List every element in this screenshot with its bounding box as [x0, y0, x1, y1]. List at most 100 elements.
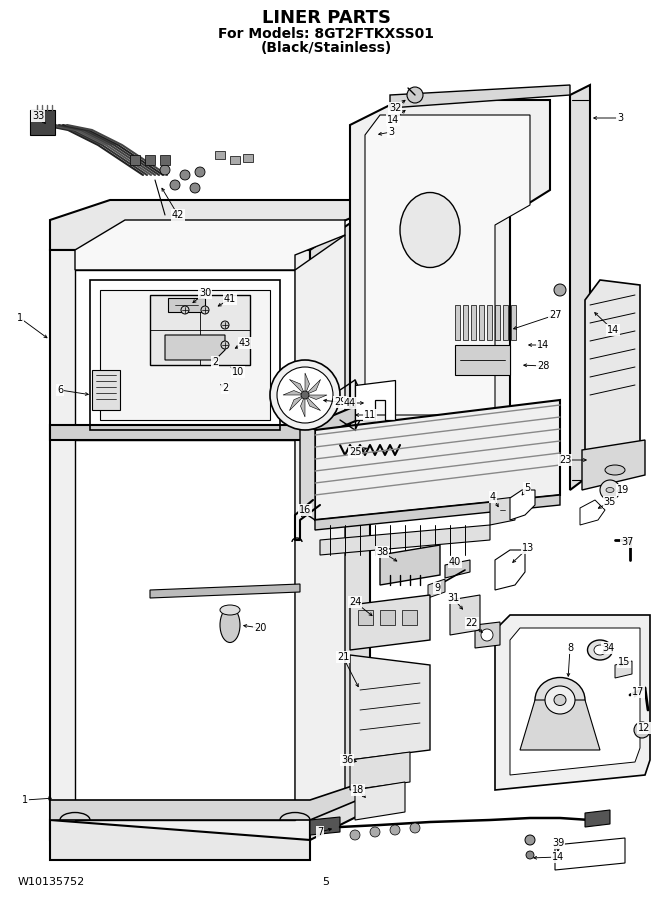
Polygon shape [510, 490, 535, 520]
Text: 2: 2 [212, 357, 218, 367]
Text: 28: 28 [537, 361, 549, 371]
Polygon shape [355, 380, 395, 420]
Polygon shape [305, 395, 321, 410]
Text: 12: 12 [638, 723, 650, 733]
Circle shape [350, 830, 360, 840]
Ellipse shape [220, 608, 240, 643]
Circle shape [481, 629, 493, 641]
Text: 35: 35 [604, 497, 616, 507]
Text: For Models: 8GT2FTKXSS01: For Models: 8GT2FTKXSS01 [218, 27, 434, 41]
Polygon shape [50, 400, 370, 440]
Text: 39: 39 [552, 838, 564, 848]
Circle shape [195, 167, 205, 177]
Polygon shape [555, 838, 625, 870]
Text: 5: 5 [323, 877, 329, 887]
Polygon shape [585, 280, 640, 480]
Polygon shape [100, 290, 270, 420]
Text: 9: 9 [434, 583, 440, 593]
Polygon shape [390, 85, 570, 108]
Ellipse shape [220, 605, 240, 615]
Polygon shape [92, 370, 120, 410]
Polygon shape [585, 810, 610, 827]
Text: 4: 4 [490, 492, 496, 502]
Text: 1: 1 [22, 795, 28, 805]
Text: 42: 42 [172, 210, 184, 220]
Polygon shape [475, 622, 500, 648]
Text: 2: 2 [222, 383, 228, 393]
Polygon shape [289, 380, 305, 395]
Polygon shape [380, 545, 440, 585]
Text: 3: 3 [388, 127, 394, 137]
Text: 5: 5 [524, 483, 530, 493]
Text: 37: 37 [621, 537, 633, 547]
Polygon shape [479, 305, 484, 340]
Polygon shape [455, 345, 510, 375]
Ellipse shape [545, 686, 575, 714]
Circle shape [600, 480, 620, 500]
Text: 31: 31 [447, 593, 459, 603]
Polygon shape [145, 155, 155, 165]
Polygon shape [283, 391, 305, 395]
Polygon shape [310, 817, 340, 835]
Polygon shape [289, 395, 305, 410]
Polygon shape [320, 525, 490, 555]
Polygon shape [160, 155, 170, 165]
Polygon shape [75, 220, 345, 270]
Polygon shape [355, 782, 405, 820]
Circle shape [190, 183, 200, 193]
Text: 20: 20 [254, 623, 266, 633]
Text: 40: 40 [449, 557, 461, 567]
Text: 29: 29 [334, 397, 346, 407]
Text: 10: 10 [232, 367, 244, 377]
Ellipse shape [606, 488, 614, 492]
Polygon shape [150, 295, 250, 365]
Polygon shape [305, 380, 321, 395]
Polygon shape [350, 655, 430, 760]
Polygon shape [495, 305, 500, 340]
Polygon shape [310, 210, 370, 840]
Polygon shape [487, 305, 492, 340]
Text: 43: 43 [239, 338, 251, 348]
Ellipse shape [535, 678, 585, 723]
Polygon shape [380, 610, 395, 625]
Polygon shape [350, 752, 410, 790]
Text: 27: 27 [549, 310, 561, 320]
Polygon shape [615, 661, 632, 678]
Circle shape [554, 284, 566, 296]
Text: 19: 19 [617, 485, 629, 495]
Polygon shape [463, 305, 468, 340]
Circle shape [370, 827, 380, 837]
Text: W10135752: W10135752 [18, 877, 85, 887]
Circle shape [170, 180, 180, 190]
Polygon shape [30, 110, 55, 135]
Text: 23: 23 [559, 455, 571, 465]
Circle shape [410, 823, 420, 833]
Circle shape [634, 722, 650, 738]
Text: 22: 22 [466, 618, 479, 628]
Polygon shape [295, 235, 345, 440]
Polygon shape [580, 500, 605, 525]
Polygon shape [570, 85, 590, 490]
Polygon shape [495, 550, 525, 590]
Polygon shape [165, 335, 225, 360]
Polygon shape [50, 820, 310, 860]
Text: 11: 11 [364, 410, 376, 420]
Polygon shape [450, 595, 480, 635]
Circle shape [277, 367, 333, 423]
Text: 3: 3 [617, 113, 623, 123]
Text: 6: 6 [57, 385, 63, 395]
Circle shape [221, 321, 229, 329]
Circle shape [201, 306, 209, 314]
Circle shape [180, 170, 190, 180]
Polygon shape [230, 156, 240, 164]
Polygon shape [130, 155, 140, 165]
Circle shape [301, 391, 309, 399]
Text: 41: 41 [224, 294, 236, 304]
Polygon shape [300, 420, 315, 520]
Text: 32: 32 [389, 103, 401, 113]
Polygon shape [75, 440, 295, 820]
Polygon shape [520, 700, 600, 750]
Polygon shape [150, 584, 300, 598]
Ellipse shape [554, 695, 566, 706]
Polygon shape [495, 615, 650, 790]
